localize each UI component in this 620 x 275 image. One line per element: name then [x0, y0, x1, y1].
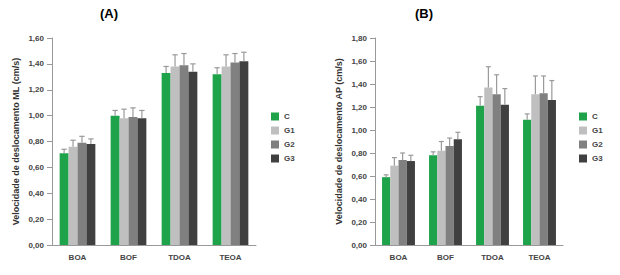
svg-text:G3: G3 [284, 154, 295, 163]
svg-text:(A): (A) [100, 6, 118, 21]
svg-text:G2: G2 [592, 140, 603, 149]
svg-text:0,40: 0,40 [28, 189, 44, 198]
svg-text:BOF: BOF [437, 253, 454, 262]
svg-text:0,80: 0,80 [351, 149, 367, 158]
svg-text:1,60: 1,60 [351, 57, 367, 66]
svg-text:BOA: BOA [390, 253, 408, 262]
svg-text:1,80: 1,80 [351, 34, 367, 43]
svg-text:TEOA: TEOA [528, 253, 550, 262]
svg-text:Velocidade de deslocamento ML: Velocidade de deslocamento ML (cm/s) [11, 58, 21, 225]
svg-text:BOA: BOA [69, 253, 87, 262]
svg-text:0,60: 0,60 [28, 163, 44, 172]
svg-text:G2: G2 [284, 140, 295, 149]
svg-text:BOF: BOF [120, 253, 137, 262]
svg-text:G1: G1 [284, 126, 295, 135]
svg-text:1,00: 1,00 [351, 126, 367, 135]
svg-text:0,00: 0,00 [28, 241, 44, 250]
svg-text:1,60: 1,60 [28, 34, 44, 43]
svg-text:TEOA: TEOA [219, 253, 241, 262]
svg-text:C: C [592, 112, 598, 121]
svg-text:1,40: 1,40 [351, 80, 367, 89]
svg-text:0,20: 0,20 [28, 215, 44, 224]
svg-text:0,40: 0,40 [351, 195, 367, 204]
svg-text:0,60: 0,60 [351, 172, 367, 181]
svg-text:G3: G3 [592, 154, 603, 163]
svg-text:1,20: 1,20 [351, 103, 367, 112]
svg-text:1,20: 1,20 [28, 85, 44, 94]
svg-text:Velocidade de deslocamento AP: Velocidade de deslocamento AP (cm/s) [334, 58, 344, 225]
svg-text:0,80: 0,80 [28, 137, 44, 146]
svg-text:1,40: 1,40 [28, 59, 44, 68]
svg-text:1,00: 1,00 [28, 111, 44, 120]
svg-text:C: C [284, 112, 290, 121]
svg-text:TDOA: TDOA [168, 253, 191, 262]
svg-text:TDOA: TDOA [481, 253, 504, 262]
svg-text:(B): (B) [415, 6, 433, 21]
svg-text:0,20: 0,20 [351, 218, 367, 227]
svg-text:G1: G1 [592, 126, 603, 135]
svg-text:0,00: 0,00 [351, 241, 367, 250]
